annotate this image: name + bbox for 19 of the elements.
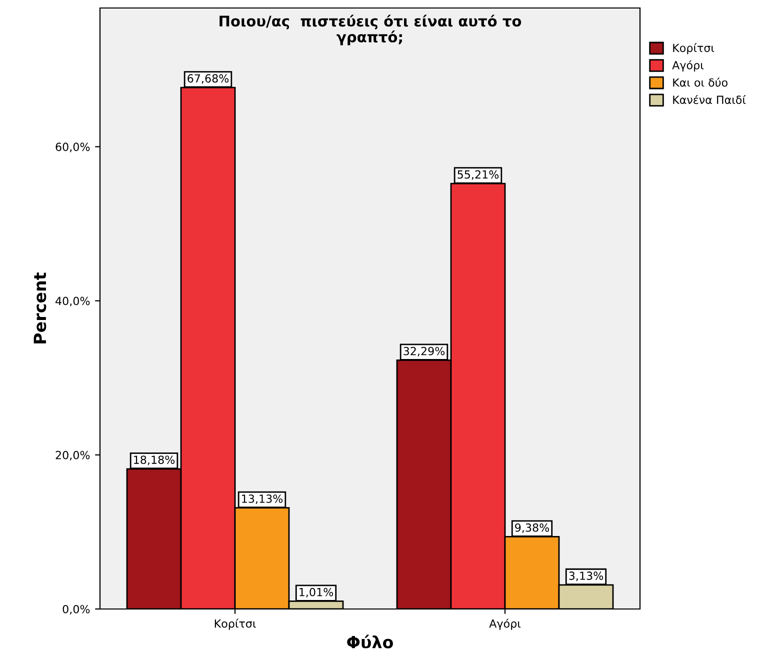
data-label: 1,01%: [300, 588, 334, 598]
y-tick-label: 20,0%: [56, 450, 90, 460]
y-tick-label: 40,0%: [56, 296, 90, 306]
text: Ποιου/ας πιστεύεις ότι είναι αυτό το γραπτό;: [220, 14, 522, 46]
y-axis-title: Percent: [34, 272, 46, 344]
y-tick-label: 60,0%: [56, 142, 90, 152]
legend-label: Κανένα Παιδί: [673, 94, 746, 104]
data-label: 13,13%: [242, 494, 283, 504]
data-label: 55,21%: [458, 170, 499, 180]
x-axis-title: Φύλο: [347, 634, 393, 648]
data-label: 3,13%: [569, 572, 604, 582]
data-label: 32,29%: [404, 346, 445, 356]
y-tick-label: 0,0%: [62, 604, 90, 615]
legend-label: Αγόρι: [672, 60, 704, 72]
data-label: 18,18%: [134, 456, 175, 466]
data-label: 9,38%: [515, 523, 550, 533]
legend-label: Και οι δύο: [673, 78, 728, 87]
legend-label: Κορίτσι: [673, 43, 714, 54]
data-label: 67,68%: [188, 74, 229, 84]
